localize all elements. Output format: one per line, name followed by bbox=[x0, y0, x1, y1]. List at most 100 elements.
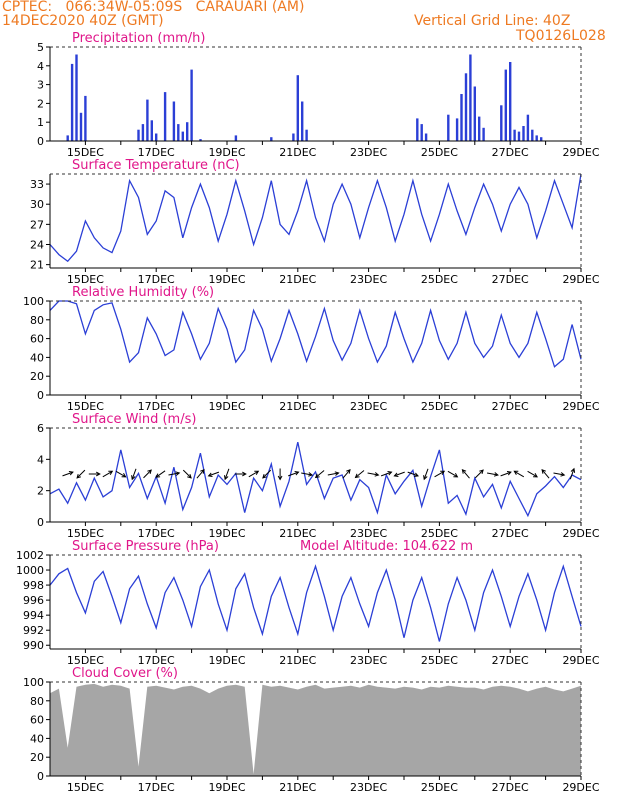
wind-arrow-head bbox=[493, 472, 499, 477]
model-code: TQ0126L028 bbox=[516, 28, 606, 44]
wind-direction-arrow bbox=[487, 472, 499, 477]
precip-bar bbox=[460, 94, 463, 141]
wind-arrow-head bbox=[374, 472, 380, 477]
precip-bar bbox=[535, 135, 538, 141]
wind-direction-arrow bbox=[76, 469, 86, 479]
wind-direction-arrow bbox=[207, 471, 220, 477]
temp-xtick-label: 17DEC bbox=[138, 273, 175, 286]
wind-direction-arrow bbox=[155, 470, 166, 478]
rh-xtick-label: 21DEC bbox=[279, 400, 316, 413]
precip-bar bbox=[186, 122, 189, 141]
temp-xtick-label: 19DEC bbox=[208, 273, 245, 286]
precip-bar bbox=[416, 118, 419, 141]
precip-bar bbox=[199, 139, 202, 141]
wind-direction-arrow bbox=[342, 469, 351, 479]
precip-bar bbox=[155, 133, 158, 141]
temp-xtick-label: 21DEC bbox=[279, 273, 316, 286]
wind-direction-arrow bbox=[513, 470, 525, 478]
precip-bar bbox=[447, 114, 450, 141]
wind-arrow-head bbox=[95, 471, 101, 477]
precip-bar bbox=[146, 99, 149, 141]
temp-xtick-label: 27DEC bbox=[492, 273, 529, 286]
precip-bar bbox=[296, 75, 299, 141]
rh-xtick-label: 25DEC bbox=[421, 400, 458, 413]
wind-arrow-shaft bbox=[131, 468, 137, 480]
wind-arrow-shaft bbox=[288, 471, 299, 477]
wind-direction-arrow bbox=[131, 468, 137, 481]
wind-direction-arrow bbox=[277, 468, 283, 481]
wind-direction-arrow bbox=[168, 471, 181, 476]
pressure-xtick-label: 15DEC bbox=[67, 654, 104, 667]
wind-direction-arrow bbox=[380, 471, 393, 477]
precip-bar bbox=[455, 118, 459, 141]
wind-arrow-head bbox=[131, 475, 136, 481]
wind-arrow-head bbox=[200, 469, 205, 474]
pressure-ytick-label: 992 bbox=[23, 624, 44, 637]
wind-direction-arrow bbox=[553, 472, 566, 477]
wind-arrow-head bbox=[187, 473, 192, 479]
wind-xtick-label: 17DEC bbox=[138, 527, 175, 540]
pressure-annotation: Model Altitude: 104.622 m bbox=[300, 539, 473, 554]
cloud-xtick-label: 27DEC bbox=[492, 781, 529, 794]
wind-xtick-label: 19DEC bbox=[208, 527, 245, 540]
precip-ytick-label: 4 bbox=[37, 60, 44, 73]
wind-arrow-head bbox=[254, 470, 260, 475]
wind-arrow-shaft bbox=[500, 471, 512, 477]
precip-bar bbox=[424, 133, 428, 141]
precip-bar bbox=[163, 92, 167, 141]
wind-direction-arrow bbox=[500, 471, 512, 477]
wind-arrow-shaft bbox=[541, 469, 550, 479]
rh-ytick-label: 40 bbox=[30, 351, 44, 364]
wind-arrow-head bbox=[207, 472, 213, 477]
pressure-ytick-label: 996 bbox=[23, 594, 44, 607]
wind-direction-arrow bbox=[541, 469, 550, 479]
rh-xtick-label: 29DEC bbox=[562, 400, 599, 413]
precip-bar bbox=[500, 105, 503, 141]
station-header: CPTEC: 066:34W-05:09S CARAUARI (AM) bbox=[2, 0, 305, 15]
wind-direction-arrow bbox=[234, 471, 247, 477]
wind-arrow-shaft bbox=[447, 470, 458, 478]
wind-direction-arrow bbox=[527, 470, 538, 478]
wind-arrow-head bbox=[277, 475, 283, 481]
wind-direction-arrow bbox=[314, 470, 325, 479]
wind-arrow-head bbox=[461, 469, 467, 474]
wind-arrow-shaft bbox=[367, 472, 379, 476]
wind-arrow-head bbox=[68, 471, 74, 476]
wind-arrow-shaft bbox=[208, 471, 220, 477]
wind-direction-arrow bbox=[301, 472, 314, 477]
cloud-ytick-label: 40 bbox=[30, 732, 44, 745]
wind-arrow-head bbox=[308, 472, 314, 477]
precip-xtick-label: 15DEC bbox=[67, 146, 104, 159]
wind-arrow-head bbox=[76, 473, 82, 479]
wind-ytick-label: 4 bbox=[37, 453, 44, 466]
wind-direction-arrow bbox=[102, 470, 114, 478]
precip-ytick-label: 1 bbox=[37, 116, 44, 129]
pressure-xtick-label: 21DEC bbox=[279, 654, 316, 667]
cloud-xtick-label: 19DEC bbox=[208, 781, 245, 794]
wind-arrow-head bbox=[108, 470, 114, 475]
wind-direction-arrow bbox=[224, 468, 230, 481]
precip-xtick-label: 21DEC bbox=[279, 146, 316, 159]
wind-arrow-head bbox=[294, 471, 300, 476]
wind-direction-arrow bbox=[62, 471, 74, 477]
cloud-xtick-label: 25DEC bbox=[421, 781, 458, 794]
precip-bar bbox=[469, 54, 472, 141]
wind-arrow-shaft bbox=[76, 469, 86, 479]
precip-ytick-label: 0 bbox=[37, 135, 44, 148]
rh-series-line bbox=[49, 300, 582, 368]
wind-ytick-label: 2 bbox=[37, 485, 44, 498]
wind-arrow-head bbox=[414, 472, 419, 477]
precip-bar bbox=[270, 137, 273, 141]
wind-xtick-label: 23DEC bbox=[350, 527, 387, 540]
precip-bar bbox=[172, 101, 176, 141]
wind-arrow-shaft bbox=[102, 470, 113, 478]
precip-bar bbox=[482, 127, 485, 141]
cloud-xtick-label: 17DEC bbox=[138, 781, 175, 794]
wind-direction-arrow bbox=[423, 468, 429, 481]
wind-arrow-shaft bbox=[248, 470, 259, 478]
pressure-ytick-label: 994 bbox=[23, 609, 44, 622]
wind-arrow-shaft bbox=[553, 472, 565, 476]
pressure-xtick-label: 23DEC bbox=[350, 654, 387, 667]
wind-arrow-head bbox=[346, 469, 351, 474]
rh-xtick-label: 19DEC bbox=[208, 400, 245, 413]
